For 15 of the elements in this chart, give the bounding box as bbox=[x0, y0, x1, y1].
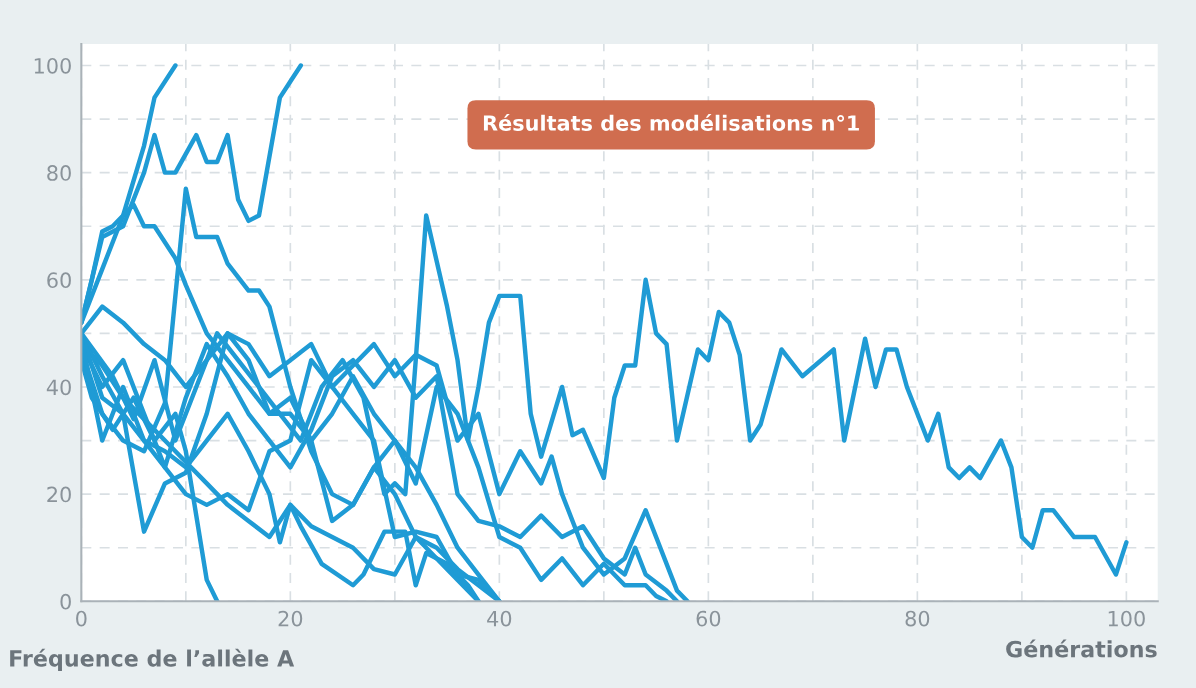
y-axis-title: Fréquence de l’allèle A bbox=[10, 648, 295, 672]
x-tick-label: 40 bbox=[487, 610, 512, 627]
x-tick-label: 80 bbox=[905, 610, 930, 627]
x-tick-label: 100 bbox=[1108, 610, 1145, 627]
y-tick-label: 80 bbox=[47, 165, 71, 181]
y-tick-label: 20 bbox=[47, 486, 71, 503]
y-tick-label: 40 bbox=[46, 379, 71, 396]
y-tick-label: 100 bbox=[34, 57, 71, 74]
annotation: Résultats des modélisations n°1 bbox=[483, 113, 859, 131]
x-tick-label: 0 bbox=[76, 610, 87, 627]
x-axis-title: Générations bbox=[1006, 639, 1157, 658]
y-tick-label: 60 bbox=[47, 272, 71, 289]
x-tick-label: 20 bbox=[278, 610, 303, 627]
y-tick-label: 0 bbox=[60, 593, 71, 610]
x-tick-label: 60 bbox=[696, 610, 721, 627]
